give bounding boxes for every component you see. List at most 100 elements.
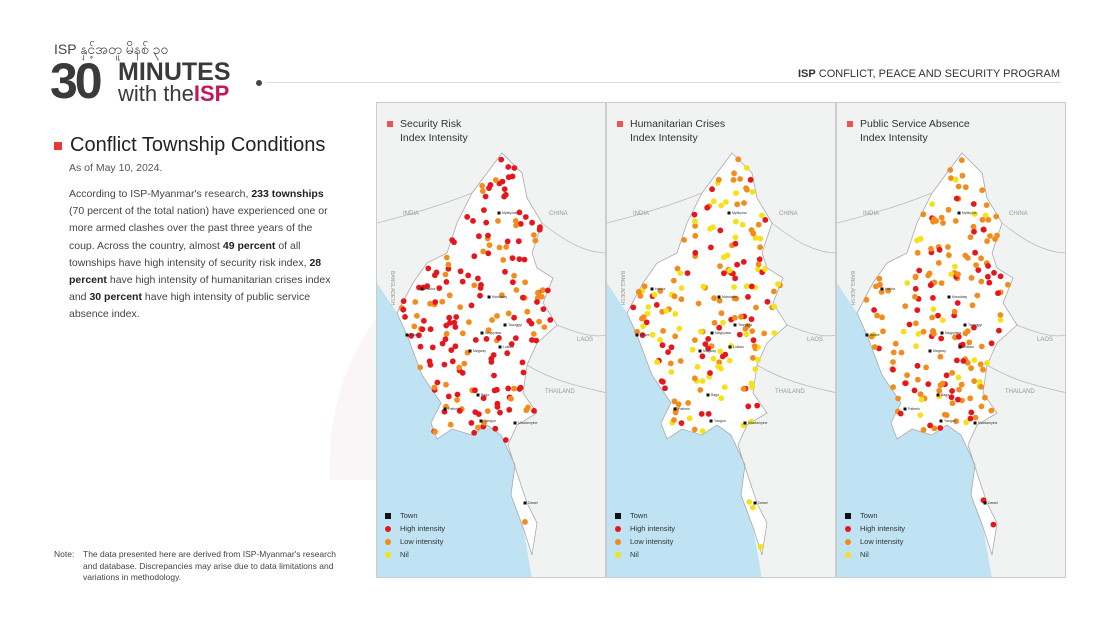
township-dot — [748, 316, 755, 323]
township-dot — [691, 211, 698, 218]
township-dot — [485, 250, 492, 257]
square-icon — [385, 512, 391, 519]
legend-label: Low intensity — [400, 537, 444, 546]
legend-low: Low intensity — [615, 535, 675, 548]
map-panel: INDIA CHINA LAOS THAILAND BANGLADESH Myitkyin… — [376, 102, 606, 578]
town-label: Taunggyi — [508, 323, 522, 327]
township-dot — [452, 343, 459, 350]
township-dot — [971, 378, 978, 384]
township-dot — [913, 320, 919, 327]
township-dot — [448, 347, 455, 353]
township-dot — [979, 187, 986, 194]
township-dot — [933, 218, 939, 224]
township-dot — [492, 177, 499, 183]
township-dot — [447, 421, 454, 428]
township-dot — [902, 303, 909, 309]
township-dot — [482, 193, 489, 200]
town-marker — [443, 407, 447, 411]
township-dot — [715, 363, 721, 370]
township-dot — [443, 330, 450, 337]
township-dot — [710, 355, 717, 362]
township-dot — [534, 299, 540, 305]
town-label: Taunggyi — [968, 323, 982, 327]
legend-town: Town — [845, 509, 905, 522]
border-line — [837, 192, 1065, 393]
circle-icon — [615, 551, 621, 558]
description-segment: According to ISP-Myanmar's research, — [69, 188, 252, 200]
township-dot — [978, 278, 985, 285]
township-dot — [402, 314, 408, 320]
country-label: INDIA — [633, 211, 649, 217]
page-title: Conflict Township Conditions — [54, 134, 325, 157]
township-dot — [479, 182, 486, 189]
township-dot — [948, 175, 954, 181]
township-dot — [914, 362, 921, 369]
town-marker — [939, 419, 943, 423]
township-dot — [929, 314, 936, 321]
township-dot — [726, 357, 733, 364]
square-icon — [845, 512, 851, 519]
township-dot — [697, 387, 704, 393]
township-dot — [968, 275, 975, 281]
township-dot — [984, 238, 990, 245]
township-dot — [705, 336, 712, 342]
township-dot — [445, 265, 452, 272]
township-dot — [692, 249, 699, 256]
circle-icon — [615, 538, 621, 545]
township-dot — [718, 310, 725, 317]
township-dot — [707, 370, 713, 376]
country-label-bangladesh: BANGLADESH — [389, 271, 395, 306]
township-dot — [732, 275, 738, 282]
map-title-line2: Index Intensity — [400, 132, 468, 144]
township-dot — [948, 394, 955, 401]
township-dot — [513, 222, 519, 229]
town-marker — [673, 407, 677, 411]
township-dot — [417, 364, 424, 371]
town-marker — [983, 501, 987, 505]
township-dot — [918, 396, 925, 403]
township-dot — [968, 365, 974, 371]
township-dot — [915, 331, 922, 337]
township-dot — [746, 499, 753, 505]
country-label: LAOS — [577, 337, 593, 343]
township-dot — [931, 330, 937, 337]
township-dot — [985, 216, 992, 223]
township-dot — [536, 226, 543, 233]
township-dot — [987, 233, 993, 239]
township-dot — [949, 388, 955, 394]
town-label: Myitkyina — [732, 211, 747, 215]
divider-dot — [256, 80, 262, 86]
township-dot — [734, 201, 741, 208]
township-dot — [689, 346, 696, 353]
township-dot — [459, 370, 466, 376]
township-dot — [771, 303, 778, 310]
township-dot — [741, 200, 747, 206]
township-dot — [732, 234, 739, 241]
township-dot — [917, 391, 924, 398]
township-dot — [685, 400, 691, 406]
town-marker — [405, 333, 409, 337]
township-dot — [974, 292, 981, 299]
township-dot — [427, 326, 434, 333]
township-dot — [890, 384, 896, 391]
township-dot — [970, 223, 977, 230]
legend-label: Low intensity — [630, 537, 674, 546]
township-dot — [929, 201, 936, 207]
township-dot — [982, 212, 989, 219]
legend-label: High intensity — [400, 524, 446, 533]
title-bullet — [847, 121, 853, 127]
township-dot — [997, 317, 1004, 323]
township-dot — [431, 384, 438, 391]
township-dot — [980, 226, 987, 233]
township-dot — [952, 218, 959, 224]
township-dot — [868, 333, 875, 340]
township-dot — [479, 188, 486, 194]
township-dot — [508, 395, 514, 402]
township-dot — [471, 429, 478, 436]
circle-icon — [385, 538, 391, 545]
town-marker — [973, 421, 977, 425]
township-dot — [499, 292, 505, 299]
township-dot — [716, 297, 723, 304]
township-dot — [971, 357, 978, 363]
township-dot — [949, 370, 956, 376]
